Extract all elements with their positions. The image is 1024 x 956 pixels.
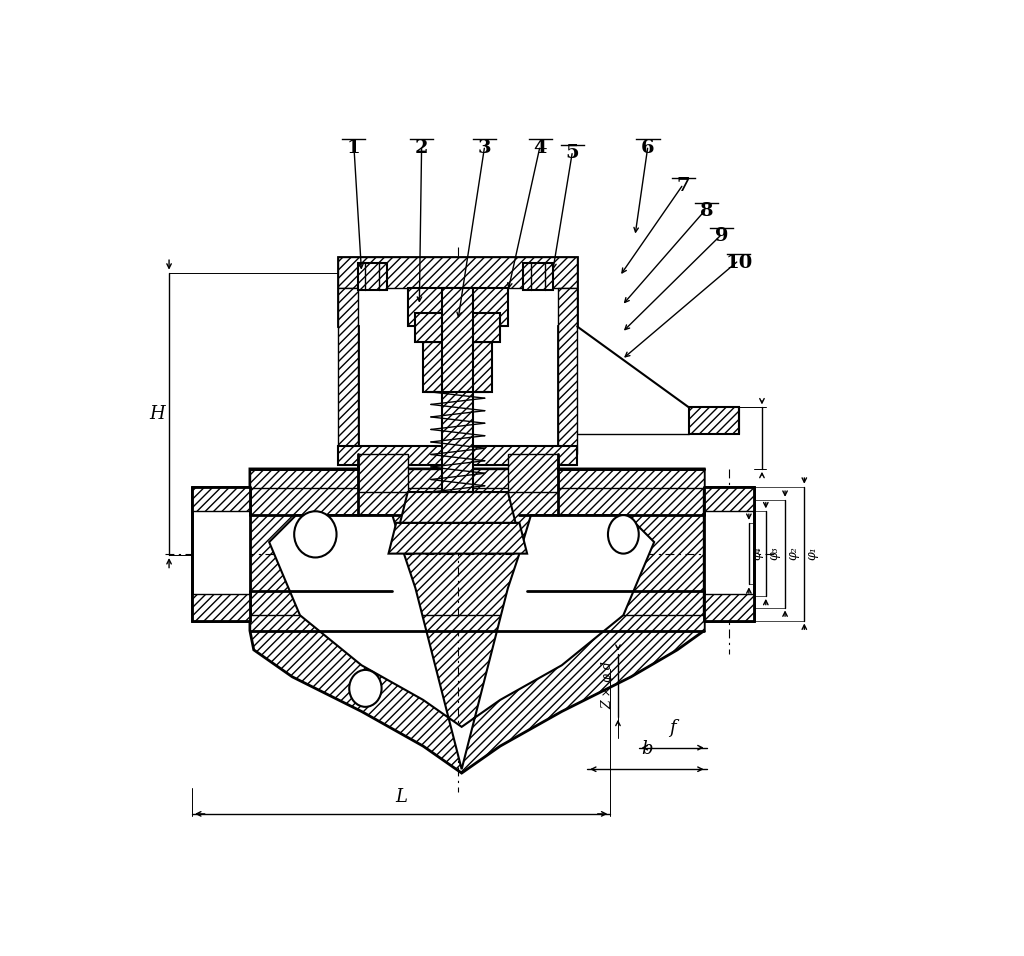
Polygon shape xyxy=(339,288,357,453)
Text: 5: 5 xyxy=(565,144,580,163)
Polygon shape xyxy=(269,515,654,770)
Text: φ₂: φ₂ xyxy=(786,547,800,560)
Polygon shape xyxy=(442,288,473,523)
Text: L: L xyxy=(395,788,408,806)
Polygon shape xyxy=(339,445,578,465)
Text: 4: 4 xyxy=(534,139,547,157)
Polygon shape xyxy=(558,288,578,453)
Polygon shape xyxy=(508,453,558,492)
Text: φ₁: φ₁ xyxy=(806,547,819,560)
Text: f: f xyxy=(670,719,676,737)
Polygon shape xyxy=(400,492,515,523)
Text: 9: 9 xyxy=(715,228,729,246)
Ellipse shape xyxy=(608,515,639,554)
Polygon shape xyxy=(423,342,493,392)
Polygon shape xyxy=(416,314,500,342)
Text: φ₄: φ₄ xyxy=(751,547,764,560)
Polygon shape xyxy=(250,616,705,631)
Polygon shape xyxy=(193,487,250,511)
Polygon shape xyxy=(193,595,250,620)
Polygon shape xyxy=(250,469,705,773)
Text: H: H xyxy=(148,404,165,423)
Text: 1: 1 xyxy=(347,139,360,157)
Polygon shape xyxy=(339,257,578,453)
Text: 10: 10 xyxy=(725,253,753,272)
Text: φ₃: φ₃ xyxy=(767,547,780,560)
Polygon shape xyxy=(357,453,408,492)
Ellipse shape xyxy=(349,670,382,706)
Polygon shape xyxy=(193,487,250,620)
Text: 3: 3 xyxy=(478,139,492,157)
Text: Z × φ d: Z × φ d xyxy=(601,662,614,709)
Polygon shape xyxy=(705,487,755,511)
Polygon shape xyxy=(339,257,578,288)
Polygon shape xyxy=(388,523,527,554)
Text: 7: 7 xyxy=(677,177,690,195)
Text: 8: 8 xyxy=(699,202,714,220)
Polygon shape xyxy=(705,487,755,620)
Polygon shape xyxy=(357,263,387,291)
Text: 6: 6 xyxy=(641,139,654,157)
Polygon shape xyxy=(705,595,755,620)
Text: b: b xyxy=(641,741,652,758)
Polygon shape xyxy=(689,407,739,434)
Polygon shape xyxy=(250,469,705,489)
Polygon shape xyxy=(408,288,508,326)
Text: 2: 2 xyxy=(415,139,428,157)
Ellipse shape xyxy=(294,511,337,557)
Polygon shape xyxy=(523,263,553,291)
